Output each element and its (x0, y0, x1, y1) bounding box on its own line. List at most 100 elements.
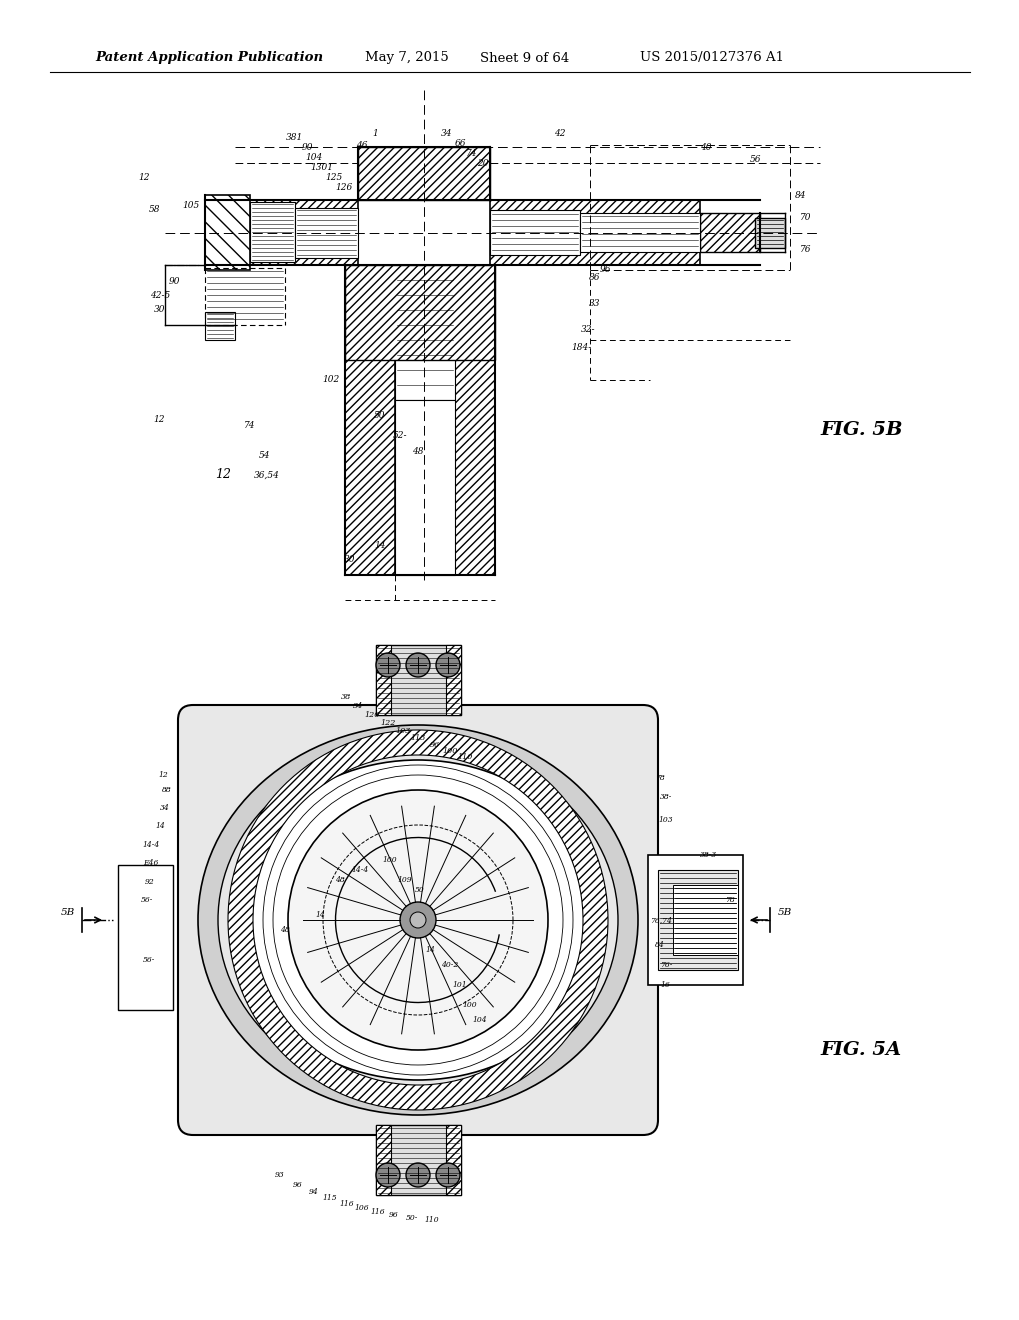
Text: 1301: 1301 (310, 164, 332, 173)
Circle shape (376, 1163, 399, 1187)
Text: 78: 78 (725, 896, 734, 904)
Text: 84: 84 (654, 941, 664, 949)
Text: 78: 78 (654, 774, 664, 781)
Text: 48: 48 (280, 927, 289, 935)
Text: 381: 381 (285, 132, 303, 141)
Text: 74: 74 (244, 421, 255, 429)
Text: 52-: 52- (392, 430, 407, 440)
Text: 96: 96 (599, 265, 611, 275)
Text: 103: 103 (657, 816, 672, 824)
Text: 12: 12 (158, 771, 168, 779)
Text: 104: 104 (472, 1016, 487, 1024)
Text: 38-3: 38-3 (699, 851, 716, 859)
Text: 30: 30 (344, 556, 356, 565)
Circle shape (376, 653, 399, 677)
Text: 56-: 56- (143, 956, 155, 964)
Polygon shape (445, 1125, 461, 1195)
Text: 110: 110 (424, 1216, 439, 1224)
Text: 113: 113 (410, 734, 425, 742)
Polygon shape (250, 202, 294, 261)
Text: 86: 86 (588, 273, 599, 282)
Text: 46: 46 (356, 140, 368, 149)
Polygon shape (376, 1125, 390, 1195)
Text: 96: 96 (292, 1181, 303, 1189)
Text: E46: E46 (143, 859, 158, 867)
Polygon shape (445, 645, 461, 715)
Text: 40: 40 (699, 144, 711, 153)
Text: 116: 116 (339, 1200, 354, 1208)
Circle shape (410, 912, 426, 928)
Polygon shape (673, 884, 738, 954)
Text: 126: 126 (335, 183, 353, 193)
Polygon shape (205, 312, 234, 341)
Polygon shape (657, 870, 738, 970)
Text: 76,74: 76,74 (649, 916, 672, 924)
Text: 12: 12 (139, 173, 150, 182)
Text: 94: 94 (309, 1188, 319, 1196)
Polygon shape (205, 201, 358, 265)
Text: 38-: 38- (659, 793, 672, 801)
Text: 88: 88 (162, 785, 172, 795)
Text: 103: 103 (395, 727, 411, 735)
Text: 48: 48 (335, 876, 344, 884)
Text: 16: 16 (659, 981, 669, 989)
Ellipse shape (232, 760, 602, 1080)
Polygon shape (376, 645, 390, 715)
Text: 38: 38 (340, 693, 351, 701)
Text: 74: 74 (466, 149, 477, 157)
Circle shape (435, 653, 460, 677)
Text: 34: 34 (160, 804, 170, 812)
Text: 125: 125 (325, 173, 342, 182)
Text: 100: 100 (442, 747, 458, 755)
Polygon shape (489, 201, 699, 265)
Text: 76: 76 (799, 246, 811, 255)
Text: 90: 90 (168, 277, 179, 286)
Text: 56-: 56- (141, 896, 153, 904)
Text: 1: 1 (372, 128, 377, 137)
Text: 33: 33 (588, 298, 599, 308)
Text: 70: 70 (799, 214, 811, 223)
Text: 106: 106 (355, 1204, 369, 1212)
Text: 42-5: 42-5 (150, 292, 170, 301)
Text: 50: 50 (415, 886, 425, 894)
Text: 12: 12 (215, 469, 230, 482)
Text: 14: 14 (315, 911, 325, 919)
Text: 12: 12 (153, 416, 165, 425)
Text: 93: 93 (275, 1171, 284, 1179)
Text: 14: 14 (425, 946, 434, 954)
Text: 34: 34 (353, 702, 363, 710)
Text: May 7, 2015: May 7, 2015 (365, 51, 448, 65)
Text: 56: 56 (749, 156, 761, 165)
Text: 100: 100 (463, 1001, 477, 1008)
Text: FIG. 5B: FIG. 5B (819, 421, 902, 440)
Text: 122: 122 (380, 719, 395, 727)
Polygon shape (454, 265, 494, 576)
Polygon shape (376, 645, 461, 715)
Text: 20: 20 (477, 158, 488, 168)
Polygon shape (294, 209, 358, 257)
Text: 54: 54 (258, 450, 270, 459)
Text: 48: 48 (412, 447, 423, 457)
Text: 105: 105 (182, 201, 200, 210)
Circle shape (399, 902, 435, 939)
Text: 100: 100 (382, 855, 397, 865)
Text: 96: 96 (429, 741, 439, 748)
Circle shape (406, 1163, 430, 1187)
Polygon shape (344, 265, 494, 360)
Polygon shape (394, 400, 454, 576)
Text: 66: 66 (453, 139, 466, 148)
Polygon shape (489, 210, 580, 255)
Text: 40-2: 40-2 (441, 961, 459, 969)
Text: 92: 92 (145, 878, 155, 886)
Text: 102: 102 (322, 375, 339, 384)
Text: 109: 109 (397, 876, 412, 884)
Polygon shape (376, 1125, 461, 1195)
Text: 104: 104 (306, 153, 323, 162)
Text: 5B: 5B (777, 908, 792, 917)
Text: Patent Application Publication: Patent Application Publication (95, 51, 323, 65)
Text: 50-: 50- (406, 1214, 418, 1222)
Text: 101: 101 (452, 981, 467, 989)
Text: 14: 14 (374, 540, 385, 549)
Text: 14-4: 14-4 (351, 866, 368, 874)
Polygon shape (344, 265, 394, 576)
